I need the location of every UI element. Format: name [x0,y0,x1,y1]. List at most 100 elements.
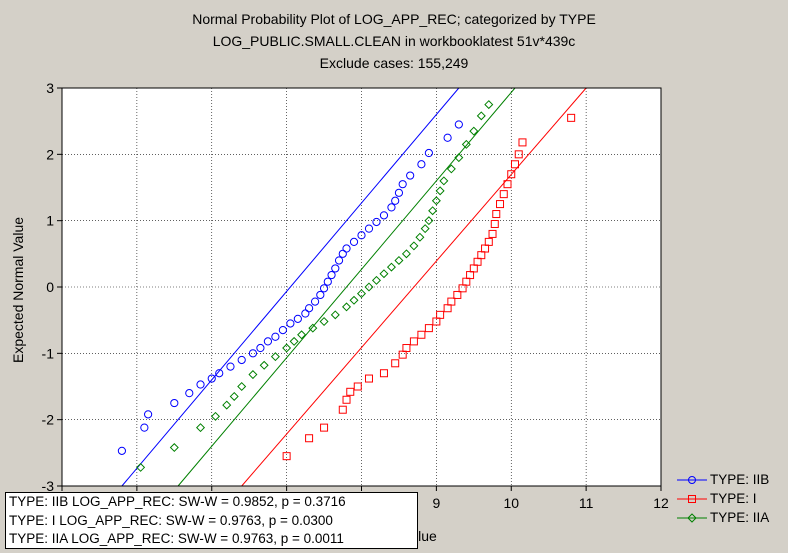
data-point [210,411,221,421]
data-point [342,302,352,312]
shapiro-wilk-stats-box: TYPE: IIB LOG_APP_REC: SW-W = 0.9852, p … [5,492,418,549]
y-tick-label: -3 [42,478,55,494]
data-point [499,190,508,199]
stats-line-iia: TYPE: IIA LOG_APP_REC: SW-W = 0.9763, p … [9,531,344,546]
data-point [248,370,258,380]
data-point [237,355,246,365]
fit-line-1 [241,87,587,487]
data-point [144,410,153,419]
data-point [446,164,456,174]
chart-title-line-1: Normal Probability Plot of LOG_APP_REC; … [192,11,596,27]
plot-border [61,87,662,487]
data-point [301,309,310,318]
data-point [386,262,396,272]
data-point [286,319,295,328]
data-point [507,170,516,179]
data-point [518,138,527,147]
data-point [424,324,433,333]
data-points [117,100,576,472]
data-point [215,369,224,378]
y-axis-label: Expected Normal Value [10,217,26,363]
data-point [514,150,523,159]
data-point [117,446,127,455]
data-point [229,391,239,401]
data-point [461,139,471,149]
data-point [391,196,400,205]
data-point [496,200,505,209]
y-tick-labels: 3 2 1 0 -1 -2 -3 [42,80,55,494]
data-point [394,188,404,197]
data-point [319,284,329,293]
data-point [342,244,351,253]
y-tick-label: -2 [42,412,55,428]
legend-label-i: TYPE: I [710,491,757,506]
data-point [278,326,287,335]
data-point [185,389,194,398]
data-point [417,160,426,169]
data-point [402,344,411,353]
data-point [439,176,449,186]
legend-swatch-circle-icon [677,476,707,484]
y-tick-label: 2 [46,146,54,162]
legend-swatch-square-icon [677,495,707,503]
data-point [379,269,389,279]
stats-line-iib: TYPE: IIB LOG_APP_REC: SW-W = 0.9852, p … [9,494,346,509]
data-point [259,360,269,370]
data-point [282,452,291,461]
legend-swatch-diamond-icon [677,513,707,523]
data-point [353,382,362,391]
x-tick-label: 12 [653,495,669,511]
data-point [293,314,302,323]
chart-title-line-2: LOG_PUBLIC.SMALL.CLEAN in workbooklatest… [212,33,576,49]
x-tick-label: 9 [432,495,440,511]
data-point [338,249,347,258]
legend: TYPE: IIB TYPE: I TYPE: IIA [677,470,769,527]
y-tick-label: 0 [46,279,54,295]
data-point [417,330,426,339]
data-point [136,462,146,472]
data-point [415,232,425,242]
x-tick-label: 10 [503,495,519,511]
data-point [297,330,307,340]
y-tick-label: -1 [42,345,55,361]
data-point [453,290,462,299]
data-point [379,211,389,220]
data-point [169,443,179,453]
data-point [420,224,430,234]
data-point [492,210,501,219]
data-point [256,343,265,353]
data-point [406,171,415,180]
chart-title-line-3: Exclude cases: 155,249 [319,55,469,71]
data-point [428,206,438,216]
data-point [323,277,332,286]
x-tick-label: 11 [579,495,594,511]
fit-line-0 [121,87,460,487]
data-point [308,323,318,333]
y-tick-label: 3 [46,80,54,96]
data-point [331,264,340,273]
data-point [503,180,512,189]
data-point [409,241,419,251]
data-point [271,332,280,341]
data-point [327,270,336,280]
data-point [484,237,493,246]
data-point [424,216,434,226]
data-point [140,423,149,432]
data-point [338,405,347,414]
legend-item-i: TYPE: I [677,489,769,508]
data-point [289,336,299,346]
data-point [248,349,258,358]
legend-label-iia: TYPE: IIA [710,510,770,525]
data-point [364,282,374,292]
data-point [364,224,374,233]
data-point [334,256,344,265]
data-point [170,398,179,408]
data-point [319,316,329,327]
data-point [436,310,445,319]
data-point [342,395,351,404]
data-point [469,126,479,136]
data-point [282,343,292,353]
data-point [196,423,206,433]
data-point [398,180,407,189]
